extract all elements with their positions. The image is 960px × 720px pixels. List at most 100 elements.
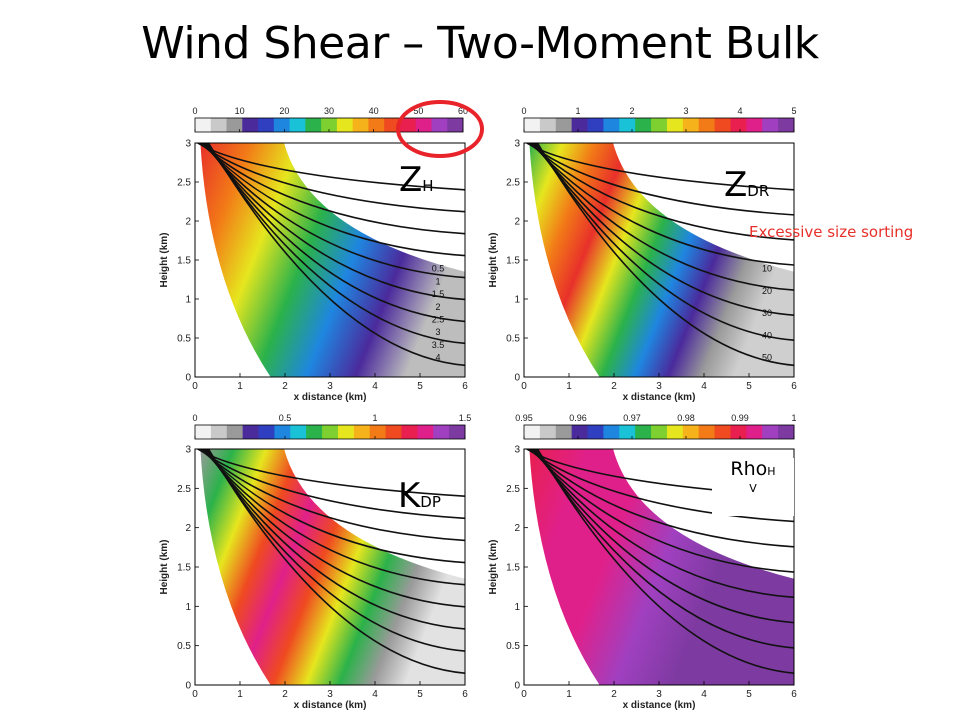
- zh-ytick-label: 3: [185, 139, 191, 150]
- rhohv-colorbar-segment: [698, 425, 716, 439]
- zh-colorbar-segment: [210, 118, 228, 132]
- kdp-xtick-label: 0: [192, 689, 198, 700]
- label-kdp: KDP: [398, 476, 441, 516]
- zh-ytick-label: 2.5: [177, 178, 191, 189]
- kdp-ytick-label: 1: [185, 602, 191, 613]
- zh-colorbar-segment: [305, 118, 322, 132]
- zdr-xlabel: x distance (km): [623, 392, 696, 403]
- rhohv-ytick-label: 1.5: [506, 563, 520, 574]
- zdr-ytick-label: 0.5: [506, 334, 520, 345]
- zh-colorbar-tick-label: 60: [458, 106, 468, 116]
- zdr-xtick-label: 1: [566, 381, 572, 392]
- label-rhohv: RhoH V: [712, 458, 794, 516]
- zdr-ytick-label: 0: [514, 373, 520, 384]
- zdr-colorbar-segment: [714, 118, 731, 132]
- kdp-colorbar-segment: [417, 425, 434, 439]
- rhohv-colorbar-tick-label: 0.98: [677, 413, 695, 423]
- rhohv-colorbar-segment: [778, 425, 795, 439]
- kdp-colorbar-segment: [258, 425, 275, 439]
- label-zdr-sub: DR: [747, 182, 770, 200]
- rhohv-xtick-label: 3: [656, 689, 662, 700]
- zdr-field: [529, 143, 794, 377]
- zh-contour-line: [207, 143, 465, 367]
- kdp-colorbar-segment: [353, 425, 371, 439]
- rhohv-colorbar-tick-label: 0.99: [731, 413, 749, 423]
- zdr-colorbar-segment: [778, 118, 795, 132]
- zh-ytick-label: 0: [185, 373, 191, 384]
- rhohv-colorbar-segment: [746, 425, 763, 439]
- kdp-ylabel: Height (km): [159, 540, 170, 595]
- rhohv-colorbar-segment: [666, 425, 684, 439]
- zdr-contour-line: [536, 143, 794, 367]
- zh-contour-label: 3: [435, 327, 440, 337]
- zdr-colorbar-segment: [539, 118, 557, 132]
- kdp-ytick-label: 2.5: [177, 484, 191, 495]
- label-kdp-sub: DP: [420, 493, 441, 511]
- zdr-colorbar-segment: [666, 118, 684, 132]
- zh-xtick-label: 3: [327, 381, 333, 392]
- rhohv-ytick-label: 0.5: [506, 641, 520, 652]
- chart-panel-kdp: 0 0.5 1 1.5 0 1 2 3 4 5 6 x distance (km) 0 0.5 1 1.5 2 2…: [159, 413, 471, 711]
- zh-xtick-label: 0: [192, 381, 198, 392]
- zh-ytick-label: 2: [185, 217, 191, 228]
- kdp-ytick-label: 1.5: [177, 563, 191, 574]
- kdp-colorbar-segment: [433, 425, 450, 439]
- zdr-colorbar-segment: [730, 118, 747, 132]
- zh-colorbar-tick-label: 10: [235, 106, 245, 116]
- label-kdp-main: K: [398, 476, 421, 516]
- label-zh-sub: H: [422, 177, 434, 195]
- zdr-colorbar-segment: [571, 118, 589, 132]
- zdr-contour-label: 20: [762, 286, 772, 296]
- kdp-colorbar-tick-label: 1.5: [459, 413, 472, 423]
- zdr-contour-label: 30: [762, 308, 772, 318]
- zh-colorbar-segment: [415, 118, 432, 132]
- rhohv-colorbar-segment: [762, 425, 779, 439]
- zh-colorbar-segment: [321, 118, 338, 132]
- zdr-colorbar-segment: [698, 118, 716, 132]
- zdr-colorbar-frame: [523, 117, 795, 133]
- zdr-xtick-label: 5: [746, 381, 752, 392]
- kdp-colorbar-segment: [226, 425, 244, 439]
- kdp-colorbar-segment: [401, 425, 418, 439]
- rhohv-xtick-label: 0: [521, 689, 527, 700]
- chart-panel-zh: 0 10 20 30 40 50 600.511.522.533.540 1 2 3 4 5 6x di…: [159, 106, 468, 403]
- zh-contour-label: 3.5: [432, 340, 445, 350]
- rhohv-ylabel: Height (km): [488, 540, 499, 595]
- label-rhohv-main: Rho: [730, 458, 768, 480]
- rhohv-xtick-label: 4: [701, 689, 707, 700]
- size-sorting-annotation: Excessive size sorting: [749, 223, 914, 241]
- rhohv-ytick-label: 1: [514, 602, 520, 613]
- rhohv-colorbar-frame: [523, 424, 795, 440]
- zh-contour-label: 4: [435, 353, 440, 363]
- colorbar-highlight-circle: [396, 100, 484, 158]
- kdp-colorbar-segment: [242, 425, 260, 439]
- zdr-contour-label: 40: [762, 330, 772, 340]
- kdp-colorbar-segment: [306, 425, 323, 439]
- kdp-xtick-label: 2: [282, 689, 288, 700]
- rhohv-colorbar-segment: [524, 425, 541, 439]
- zh-colorbar-segment: [368, 118, 385, 132]
- zdr-colorbar-segment: [619, 118, 636, 132]
- zh-colorbar-segment: [273, 118, 291, 132]
- label-zdr: ZDR: [724, 165, 769, 205]
- zdr-colorbar-segment: [524, 118, 541, 132]
- zh-xtick-label: 2: [282, 381, 288, 392]
- zh-ytick-label: 0.5: [177, 334, 191, 345]
- kdp-colorbar-segment: [449, 425, 466, 439]
- kdp-colorbar-segment: [274, 425, 291, 439]
- kdp-ytick-label: 2: [185, 523, 191, 534]
- zh-colorbar-segment: [258, 118, 275, 132]
- rhohv-colorbar-segment: [714, 425, 731, 439]
- zh-colorbar-segment: [242, 118, 259, 132]
- rhohv-colorbar-segment: [619, 425, 636, 439]
- zdr-colorbar-segment: [587, 118, 604, 132]
- kdp-contour-line: [207, 449, 465, 674]
- zdr-colorbar-segment: [555, 118, 573, 132]
- kdp-xtick-label: 4: [372, 689, 378, 700]
- kdp-colorbar-tick-label: 0.5: [279, 413, 292, 423]
- rhohv-xtick-label: 2: [611, 689, 617, 700]
- zh-contour-label: 2: [435, 302, 440, 312]
- zdr-colorbar-segment: [682, 118, 700, 132]
- zh-colorbar-tick-label: 0: [192, 106, 197, 116]
